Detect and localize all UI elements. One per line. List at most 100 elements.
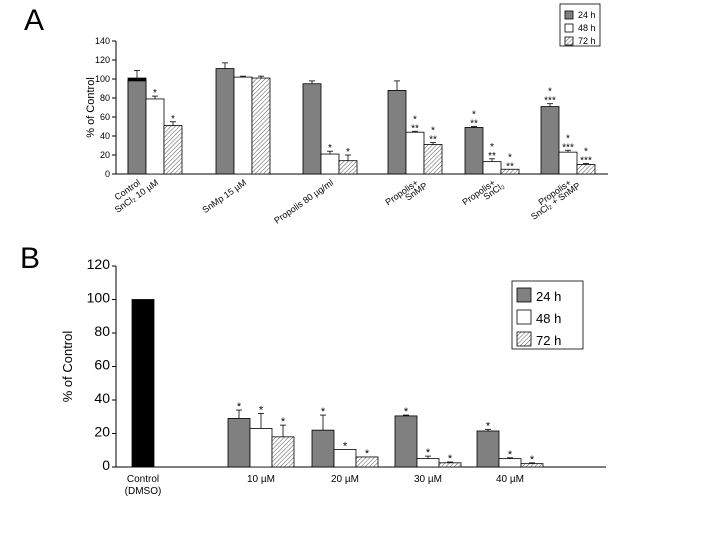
significance-mark: * xyxy=(584,147,588,158)
category-label: 10 µM xyxy=(247,474,275,485)
bar-control xyxy=(131,299,155,468)
y-tick-label: 120 xyxy=(95,55,110,65)
category-label: 40 µM xyxy=(496,474,524,485)
y-tick-label: 0 xyxy=(102,457,110,473)
bar-24h xyxy=(311,429,335,468)
significance-mark: * xyxy=(343,440,348,452)
bar-72h xyxy=(500,168,520,175)
legend-swatch xyxy=(516,331,532,347)
bar-24h xyxy=(394,415,418,468)
y-tick-label: 120 xyxy=(87,256,111,272)
significance-mark: * xyxy=(548,87,552,98)
significance-mark: * xyxy=(490,142,494,153)
category-label: (DMSO) xyxy=(125,486,162,497)
bar-72h xyxy=(355,456,379,468)
bar-48h xyxy=(233,76,253,175)
bar-48h xyxy=(405,131,425,175)
significance-mark: * xyxy=(281,416,286,428)
bar-24h xyxy=(387,90,407,175)
legend-swatch xyxy=(516,309,532,325)
significance-mark: * xyxy=(404,406,409,418)
significance-mark: * xyxy=(346,147,350,158)
significance-mark: *** xyxy=(580,156,592,167)
bar-24h xyxy=(464,127,484,175)
significance-mark: ** xyxy=(470,119,478,130)
legend-label: 72 h xyxy=(536,333,561,348)
legend-swatch xyxy=(564,23,574,33)
bar-72h xyxy=(338,160,358,175)
category-label: Propolis 80 µg/ml xyxy=(272,177,335,225)
bar-48h xyxy=(482,161,502,175)
y-tick-label: 100 xyxy=(95,74,110,84)
bar-48h xyxy=(145,98,165,175)
significance-mark: ** xyxy=(488,151,496,162)
significance-mark: * xyxy=(566,133,570,144)
category-label: SnMp 15 µM xyxy=(200,177,248,215)
significance-mark: * xyxy=(472,110,476,121)
significance-mark: *** xyxy=(562,142,574,153)
significance-mark: * xyxy=(431,126,435,137)
panel-letter-a: A xyxy=(24,4,44,37)
y-tick-label: 60 xyxy=(100,112,110,122)
bar-24h xyxy=(540,106,560,175)
significance-mark: * xyxy=(486,420,491,432)
significance-mark: * xyxy=(448,453,453,465)
y-tick-label: 140 xyxy=(95,36,110,46)
y-axis-label: % of Control xyxy=(60,331,75,403)
bar-24h xyxy=(476,430,500,468)
legend-label: 24 h xyxy=(578,10,596,20)
legend-label: 24 h xyxy=(536,289,561,304)
significance-mark: ** xyxy=(429,135,437,146)
significance-mark: * xyxy=(426,447,431,459)
significance-mark: * xyxy=(171,114,175,125)
panel-letter-b: B xyxy=(20,242,40,275)
category-label: Control xyxy=(127,474,159,485)
y-axis-label: % of Control xyxy=(85,77,97,138)
chart-panel-b: 0 20 40 60 80 100 120 % of Control Control(DMSO)… xyxy=(60,256,606,497)
y-tick-label: 80 xyxy=(94,323,110,339)
significance-mark: * xyxy=(530,454,535,466)
category-label: 20 µM xyxy=(331,474,359,485)
bar-72h xyxy=(163,125,183,175)
legend-swatch xyxy=(516,287,532,303)
bar-24h xyxy=(302,83,322,175)
bar-24h xyxy=(227,418,251,468)
bar-48h xyxy=(416,458,440,468)
legend-label: 72 h xyxy=(578,36,596,46)
y-tick-label: 40 xyxy=(94,390,110,406)
significance-mark: * xyxy=(413,114,417,125)
significance-mark: *** xyxy=(544,96,556,107)
legend-label: 48 h xyxy=(536,311,561,326)
y-tick-label: 20 xyxy=(100,150,110,160)
significance-mark: * xyxy=(153,88,157,99)
category-label: 30 µM xyxy=(414,474,442,485)
y-tick-label: 20 xyxy=(94,424,110,440)
significance-mark: * xyxy=(259,404,264,416)
bar-24h xyxy=(215,68,235,175)
significance-mark: * xyxy=(365,448,370,460)
y-tick-label: 80 xyxy=(100,93,110,103)
bar-24h xyxy=(127,80,147,175)
significance-mark: * xyxy=(237,401,242,413)
y-tick-label: 100 xyxy=(87,290,111,306)
legend-swatch xyxy=(564,36,574,46)
significance-mark: * xyxy=(328,143,332,154)
bar-72h xyxy=(271,436,295,468)
significance-mark: ** xyxy=(506,161,514,172)
significance-mark: * xyxy=(321,406,326,418)
y-tick-label: 0 xyxy=(105,169,110,179)
legend-label: 48 h xyxy=(578,23,596,33)
y-tick-label: 60 xyxy=(94,357,110,373)
bar-72h xyxy=(251,77,271,175)
bar-72h xyxy=(423,144,443,175)
significance-mark: ** xyxy=(411,123,419,134)
bar-48h xyxy=(558,151,578,175)
significance-mark: * xyxy=(508,449,513,461)
legend-swatch xyxy=(564,10,574,20)
bar-48h xyxy=(320,153,340,175)
significance-mark: * xyxy=(508,152,512,163)
y-tick-label: 40 xyxy=(100,131,110,141)
bar-48h xyxy=(249,428,273,468)
